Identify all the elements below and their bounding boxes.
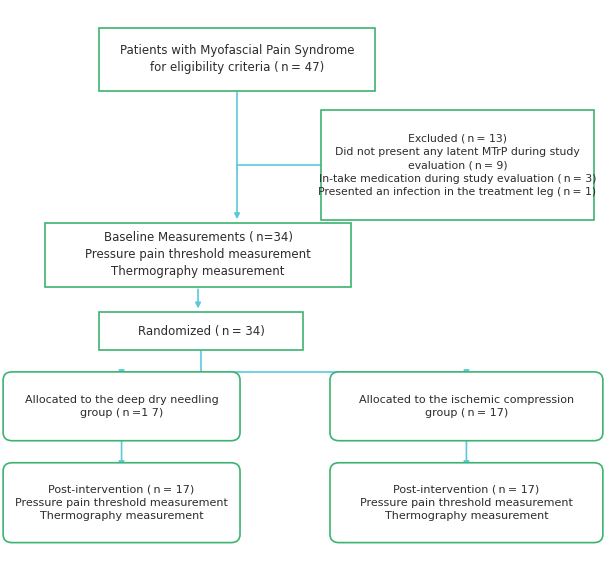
Text: Post-intervention ( n = 17)
Pressure pain threshold measurement
Thermography mea: Post-intervention ( n = 17) Pressure pai… [15, 484, 228, 521]
FancyBboxPatch shape [45, 223, 351, 287]
Text: Baseline Measurements ( n=34)
Pressure pain threshold measurement
Thermography m: Baseline Measurements ( n=34) Pressure p… [85, 232, 311, 278]
FancyBboxPatch shape [99, 28, 375, 91]
FancyBboxPatch shape [330, 463, 603, 543]
FancyBboxPatch shape [330, 372, 603, 441]
FancyBboxPatch shape [3, 372, 240, 441]
Text: Excluded ( n = 13)
Did not present any latent MTrP during study
evaluation ( n =: Excluded ( n = 13) Did not present any l… [318, 134, 597, 197]
Text: Post-intervention ( n = 17)
Pressure pain threshold measurement
Thermography mea: Post-intervention ( n = 17) Pressure pai… [360, 484, 573, 521]
Text: Randomized ( n = 34): Randomized ( n = 34) [138, 325, 264, 338]
FancyBboxPatch shape [99, 312, 303, 350]
Text: Patients with Myofascial Pain Syndrome
for eligibility criteria ( n = 47): Patients with Myofascial Pain Syndrome f… [120, 44, 354, 74]
FancyBboxPatch shape [3, 463, 240, 543]
Text: Allocated to the ischemic compression
group ( n = 17): Allocated to the ischemic compression gr… [359, 395, 574, 418]
FancyBboxPatch shape [321, 110, 594, 220]
Text: Allocated to the deep dry needling
group ( n =1 7): Allocated to the deep dry needling group… [24, 395, 218, 418]
